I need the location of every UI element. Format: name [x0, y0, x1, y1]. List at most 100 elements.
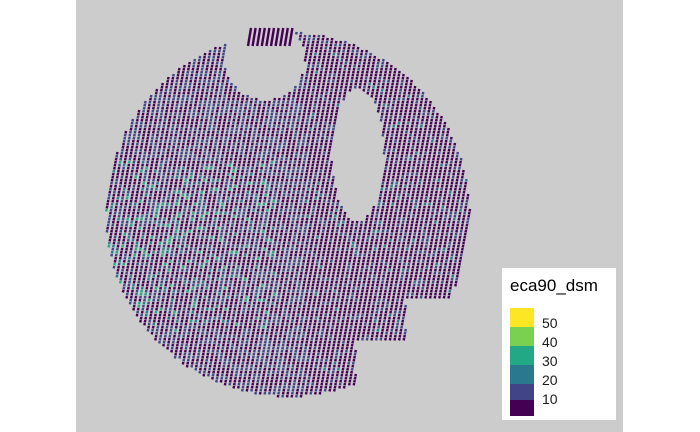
swath-segment	[292, 382, 296, 386]
swath-segment	[196, 211, 200, 215]
swath-segment	[211, 181, 215, 185]
swath-segment	[185, 169, 189, 173]
swath-segment	[335, 205, 339, 209]
swath-segment	[188, 352, 191, 356]
swath-segment	[200, 262, 204, 266]
swath-segment	[212, 271, 216, 275]
swath-segment	[303, 133, 307, 137]
swath-segment	[169, 112, 173, 116]
swath-segment	[169, 133, 173, 137]
swath-segment	[238, 208, 242, 212]
swath-segment	[206, 328, 210, 332]
swath-segment	[244, 202, 247, 206]
swath-segment	[312, 301, 316, 305]
swath-segment	[235, 124, 239, 128]
swath-segment	[314, 73, 318, 77]
swath-segment	[279, 379, 283, 383]
swath-segment	[244, 103, 248, 107]
swath-segment	[219, 115, 223, 119]
swath-segment	[234, 133, 238, 137]
swath-segment	[312, 277, 316, 281]
swath-segment	[360, 73, 364, 77]
swath-segment	[198, 370, 202, 374]
swath-segment	[271, 301, 275, 305]
swath-segment	[212, 274, 215, 278]
swath-segment	[310, 310, 314, 314]
swath-segment	[239, 250, 243, 254]
swath-segment	[323, 172, 327, 176]
swath-segment	[293, 85, 297, 89]
swath-segment	[236, 316, 240, 320]
swath-segment	[174, 328, 178, 332]
swath-segment	[323, 121, 327, 125]
swath-segment	[216, 127, 220, 131]
swath-segment	[128, 133, 132, 137]
swath-segment	[184, 178, 188, 182]
swath-segment	[203, 319, 207, 323]
swath-segment	[155, 109, 159, 113]
swath-segment	[287, 142, 291, 146]
swath-segment	[166, 343, 170, 347]
swath-segment	[326, 277, 330, 281]
swath-segment	[339, 61, 343, 65]
swath-segment	[156, 274, 160, 278]
swath-segment	[236, 268, 240, 272]
swath-segment	[179, 130, 183, 134]
swath-segment	[272, 220, 276, 224]
swath-segment	[302, 328, 306, 332]
swath-segment	[147, 250, 151, 254]
swath-segment	[146, 208, 150, 212]
swath-segment	[217, 295, 221, 299]
swath-segment	[263, 271, 267, 275]
swath-segment	[173, 88, 177, 92]
swath-segment	[358, 82, 362, 86]
swath-segment	[227, 97, 231, 101]
swath-segment	[139, 244, 143, 248]
swath-segment	[310, 289, 314, 293]
swath-segment	[295, 247, 299, 251]
swath-segment	[287, 310, 291, 314]
swath-segment	[229, 253, 233, 257]
swath-segment	[232, 190, 236, 194]
swath-segment	[224, 160, 228, 164]
swath-segment	[196, 163, 200, 167]
swath-segment	[131, 286, 135, 290]
swath-segment	[202, 205, 206, 209]
swath-segment	[233, 139, 236, 143]
swath-segment	[213, 241, 217, 245]
swath-segment	[210, 187, 214, 191]
swath-segment	[249, 220, 253, 224]
swath-segment	[145, 235, 149, 239]
swath-segment	[321, 232, 325, 236]
swath-segment	[186, 142, 190, 146]
swath-segment	[170, 274, 174, 278]
swath-segment	[267, 295, 271, 299]
swath-segment	[133, 301, 137, 305]
swath-segment	[339, 235, 342, 239]
swath-segment	[214, 166, 218, 170]
swath-segment	[265, 208, 269, 212]
swath-segment	[234, 226, 238, 230]
swath-segment	[128, 181, 132, 185]
swath-segment	[301, 190, 305, 194]
swath-segment	[282, 217, 286, 221]
swath-segment	[172, 118, 176, 122]
swath-segment	[267, 322, 271, 326]
swath-segment	[305, 340, 309, 344]
swath-segment	[246, 337, 249, 341]
swath-segment	[127, 163, 131, 167]
swath-segment	[279, 280, 283, 284]
swath-segment	[214, 211, 218, 215]
swath-segment	[175, 199, 179, 203]
swath-segment	[276, 346, 280, 350]
swath-segment	[160, 325, 164, 329]
swath-segment	[248, 325, 252, 329]
swath-segment	[244, 151, 248, 155]
swath-segment	[337, 289, 341, 293]
swath-segment	[171, 148, 175, 152]
swath-segment	[218, 217, 222, 221]
swath-segment	[278, 361, 282, 365]
swath-segment	[323, 145, 327, 149]
swath-segment	[218, 190, 222, 194]
